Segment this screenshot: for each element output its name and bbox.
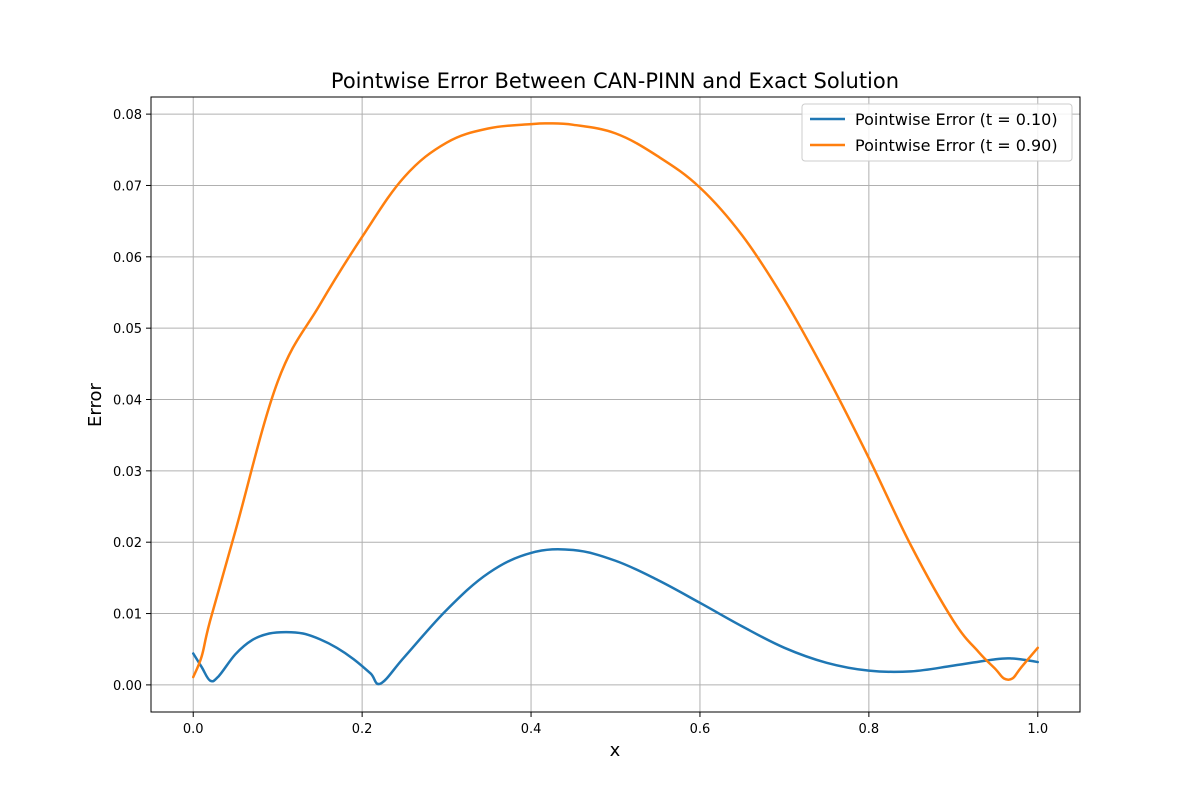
series-line-1 — [191, 122, 1040, 682]
x-axis-label: x — [610, 740, 621, 761]
y-axis-label: Error — [85, 382, 106, 426]
y-tick-label: 0.01 — [113, 608, 142, 623]
y-tick-label: 0.02 — [113, 536, 142, 551]
y-tick-label: 0.03 — [113, 465, 142, 480]
legend-label-t090: Pointwise Error (t = 0.90) — [855, 136, 1058, 155]
chart-title: Pointwise Error Between CAN-PINN and Exa… — [331, 69, 899, 93]
x-tick-label: 0.4 — [521, 722, 542, 737]
series-line-0 — [191, 547, 1040, 686]
legend: Pointwise Error (t = 0.10) Pointwise Err… — [801, 103, 1073, 162]
plot-frame — [150, 96, 1081, 713]
x-tick-label: 0.0 — [183, 722, 204, 737]
y-tick-label: 0.06 — [113, 251, 142, 266]
x-tick-label: 0.8 — [859, 722, 880, 737]
x-tick-label: 0.2 — [352, 722, 373, 737]
y-tick-label: 0.04 — [113, 394, 142, 409]
series-lines — [191, 122, 1040, 686]
y-tick-label: 0.00 — [113, 679, 142, 694]
ticks: 0.0 0.2 0.4 0.6 0.8 1.0 0.00 0.01 0.02 0.03 0.04 0.… — [113, 108, 1048, 737]
legend-box — [801, 103, 1073, 162]
grid — [151, 97, 1080, 712]
y-tick-label: 0.08 — [113, 108, 142, 123]
x-tick-label: 1.0 — [1027, 722, 1048, 737]
legend-label-t010: Pointwise Error (t = 0.10) — [855, 110, 1058, 129]
y-tick-label: 0.07 — [113, 179, 142, 194]
y-tick-label: 0.05 — [113, 322, 142, 337]
x-tick-label: 0.6 — [690, 722, 711, 737]
